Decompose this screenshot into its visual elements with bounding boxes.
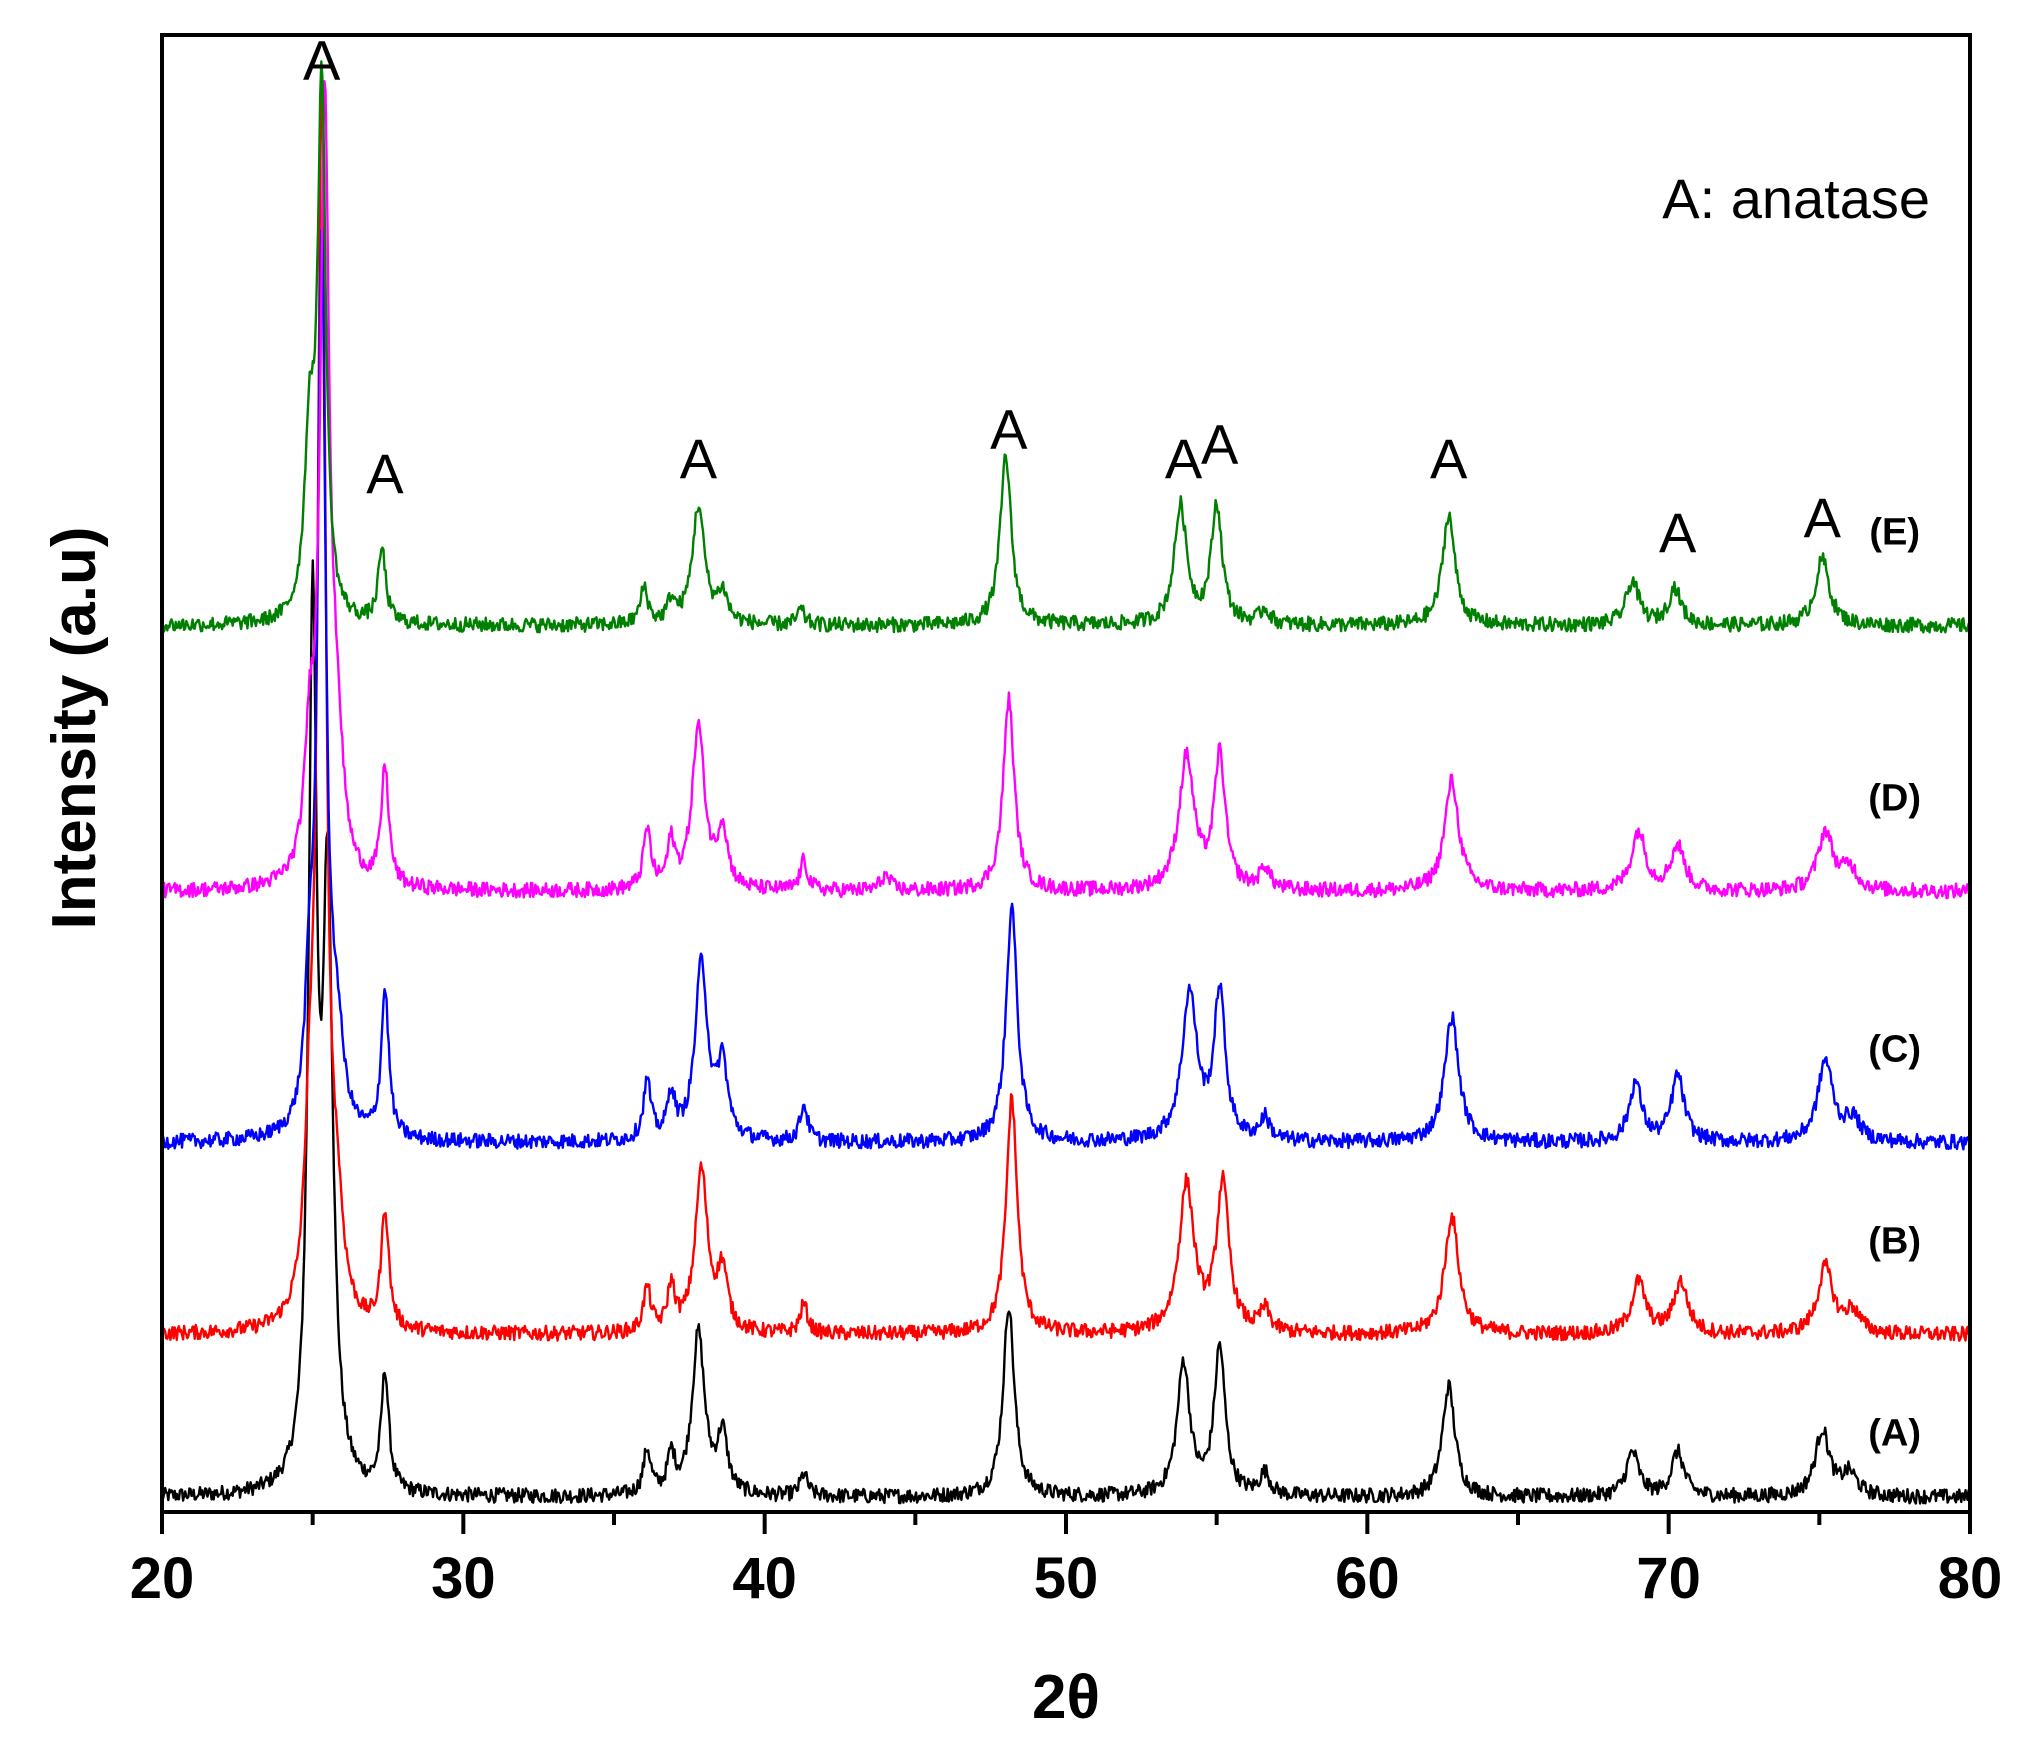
x-tick-label: 50 bbox=[1034, 1546, 1099, 1611]
x-tick-label: 70 bbox=[1636, 1546, 1701, 1611]
series-line-3 bbox=[160, 226, 1971, 1151]
peak-label: A bbox=[303, 28, 341, 91]
peak-label: A bbox=[1430, 427, 1468, 490]
peak-label: A bbox=[1165, 427, 1203, 490]
series-layer bbox=[160, 60, 1971, 1505]
series-line-2 bbox=[160, 71, 1971, 1342]
peak-label: A bbox=[990, 398, 1028, 461]
series-label: (B) bbox=[1868, 1221, 1921, 1263]
series-line-1 bbox=[160, 559, 1971, 1505]
series-line-5 bbox=[160, 60, 1971, 634]
series-line-4 bbox=[160, 80, 1971, 900]
y-axis-title: Intensity (a.u) bbox=[40, 526, 109, 929]
x-tick-label: 20 bbox=[130, 1546, 195, 1611]
peak-label: A bbox=[1659, 501, 1697, 564]
x-tick-label: 80 bbox=[1938, 1546, 2003, 1611]
x-axis-title: 2θ bbox=[1032, 1663, 1100, 1732]
peak-label: A bbox=[1201, 412, 1239, 475]
x-tick-label: 30 bbox=[431, 1546, 496, 1611]
peak-label: A bbox=[680, 427, 718, 490]
x-tick-label: 60 bbox=[1335, 1546, 1400, 1611]
series-label: (D) bbox=[1868, 777, 1921, 819]
series-label: (C) bbox=[1868, 1029, 1921, 1071]
x-tick-label: 40 bbox=[732, 1546, 797, 1611]
labels-layer: AA A A AA AA A(A)(B)(C)(D)(E) bbox=[303, 28, 1921, 1454]
legend-text: A: anatase bbox=[1662, 167, 1930, 230]
peak-label: A bbox=[1804, 486, 1842, 549]
series-label: (E) bbox=[1869, 512, 1920, 554]
peak-label: A bbox=[366, 442, 404, 505]
ticks-layer: 20 30 40 50 60 70 80 bbox=[130, 1512, 2003, 1611]
series-label: (A) bbox=[1868, 1413, 1921, 1455]
